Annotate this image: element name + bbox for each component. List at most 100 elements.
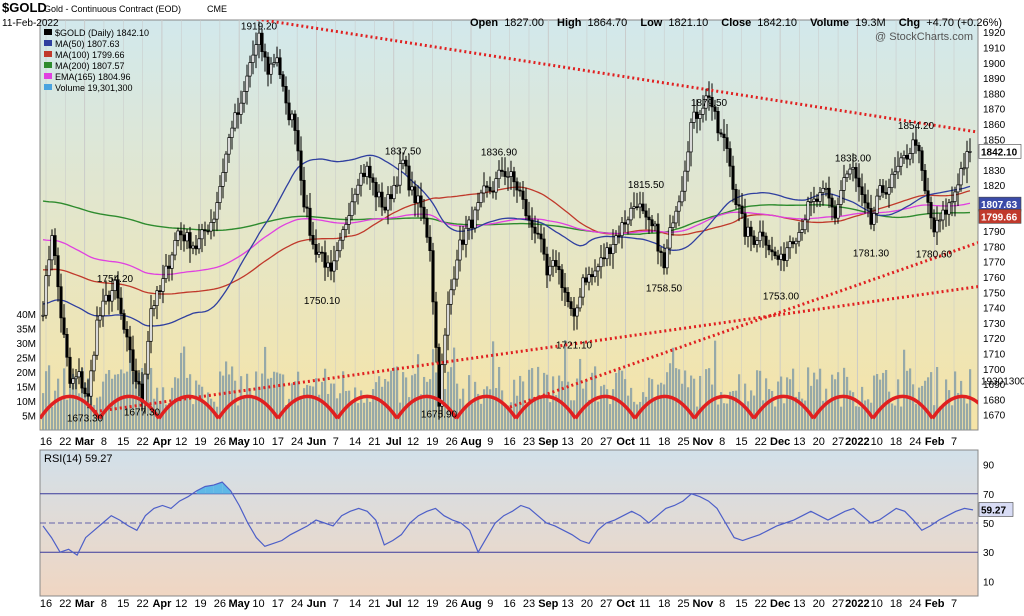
candle-body [779, 253, 783, 260]
candle-body [143, 373, 147, 403]
candle-body [938, 219, 942, 222]
volume-bar [903, 349, 906, 430]
x-tick-label: 19 [194, 436, 206, 448]
volume-bar [912, 384, 915, 430]
volume-bar [429, 379, 432, 430]
x-tick-label: Apr [152, 598, 172, 610]
x-tick-label: 23 [523, 436, 535, 448]
volume-bar [708, 368, 711, 430]
candle-body [710, 97, 714, 108]
cycle-arcs [40, 394, 978, 420]
candle-body [332, 260, 336, 272]
high-value: 1864.70 [588, 17, 628, 29]
candle-body [911, 139, 915, 154]
price-badge [978, 209, 1022, 224]
volume-bar [888, 391, 891, 430]
legend-swatch [44, 29, 52, 35]
volume-bar [138, 372, 141, 430]
price-tick-label: 1860 [983, 120, 1006, 131]
candle-body [767, 244, 771, 251]
x-tick-label: 27 [832, 598, 844, 610]
volume-bar [711, 384, 714, 430]
candle-body [188, 232, 192, 249]
candle-body [590, 274, 594, 278]
candle-body [632, 206, 636, 209]
volume-bar [126, 371, 129, 430]
extreme-label: 1781.30 [853, 248, 890, 259]
cycle-arc [455, 394, 518, 420]
volume-bar [342, 371, 345, 430]
volume-bar [297, 371, 300, 430]
volume-bar [681, 383, 684, 430]
candle-body [944, 209, 948, 215]
volume-bar [513, 379, 516, 430]
candle-body [260, 32, 264, 53]
candle-body [122, 313, 126, 330]
volume-bar [84, 382, 87, 430]
candle-body [689, 122, 693, 153]
candle-body [470, 219, 474, 229]
candle-body [554, 260, 558, 267]
candle-body [191, 245, 195, 249]
x-tick-label: 19 [194, 598, 206, 610]
volume-bar [753, 395, 756, 430]
x-tick-label: 12 [175, 436, 187, 448]
volume-bar [372, 389, 375, 430]
volume-bar [99, 396, 102, 430]
x-tick-label: Feb [925, 598, 945, 610]
candle-body [245, 75, 249, 92]
candle-body [434, 301, 438, 348]
candle-body [179, 230, 183, 236]
candle-body [968, 151, 972, 153]
volume-bar [879, 379, 882, 430]
volume-bar [435, 372, 438, 430]
volume-bar [627, 395, 630, 430]
volume-bar [882, 372, 885, 430]
candle-body [131, 349, 135, 372]
candle-body [350, 201, 354, 217]
candle-body [449, 289, 453, 305]
uptrend-support-line-2 [509, 241, 978, 409]
candle-body [719, 132, 723, 135]
candle-body [920, 150, 924, 171]
candle-body [674, 210, 678, 224]
volume-bar [789, 379, 792, 430]
volume-bar [156, 387, 159, 430]
price-badge [978, 144, 1022, 159]
candle-body [209, 222, 213, 232]
candle-body [524, 199, 528, 217]
date-label: 11-Feb-2022 [2, 18, 59, 29]
x-tick-label: 12 [407, 436, 419, 448]
candle-body [902, 154, 906, 159]
x-axis-labels-bottom: 16 22 Mar 8 15 22 Apr 12 19 26 May 10 17 24 Jun 7 14 21 Ju… [40, 598, 957, 610]
x-tick-label: 12 [407, 598, 419, 610]
volume-badge: 19301300 [981, 377, 1024, 388]
x-tick-label: 27 [600, 436, 612, 448]
x-tick-label: 26 [214, 598, 226, 610]
volume-bar [183, 346, 186, 430]
x-tick-label: 20 [581, 598, 593, 610]
volume-bar [333, 383, 336, 430]
volume-bar [723, 403, 726, 430]
candle-body [611, 244, 615, 255]
x-tick-label: 8 [101, 436, 107, 448]
candle-body [737, 204, 741, 207]
candle-body [899, 157, 903, 167]
candle-body [353, 193, 357, 203]
volume-bar [375, 382, 378, 430]
volume-bar [606, 389, 609, 430]
volume-bar [540, 395, 543, 430]
candle-body [557, 265, 561, 271]
x-tick-label: Oct [616, 436, 635, 448]
volume-bar [795, 396, 798, 430]
volume-bar [837, 372, 840, 430]
volume-bar [381, 386, 384, 430]
volume-bar [432, 349, 435, 430]
candle-body [728, 148, 732, 167]
candle-body [683, 170, 687, 192]
volume-bar [294, 381, 297, 430]
x-tick-label: 19 [426, 598, 438, 610]
candle-body [704, 95, 708, 109]
candle-body [650, 219, 654, 227]
candle-body [830, 197, 834, 208]
